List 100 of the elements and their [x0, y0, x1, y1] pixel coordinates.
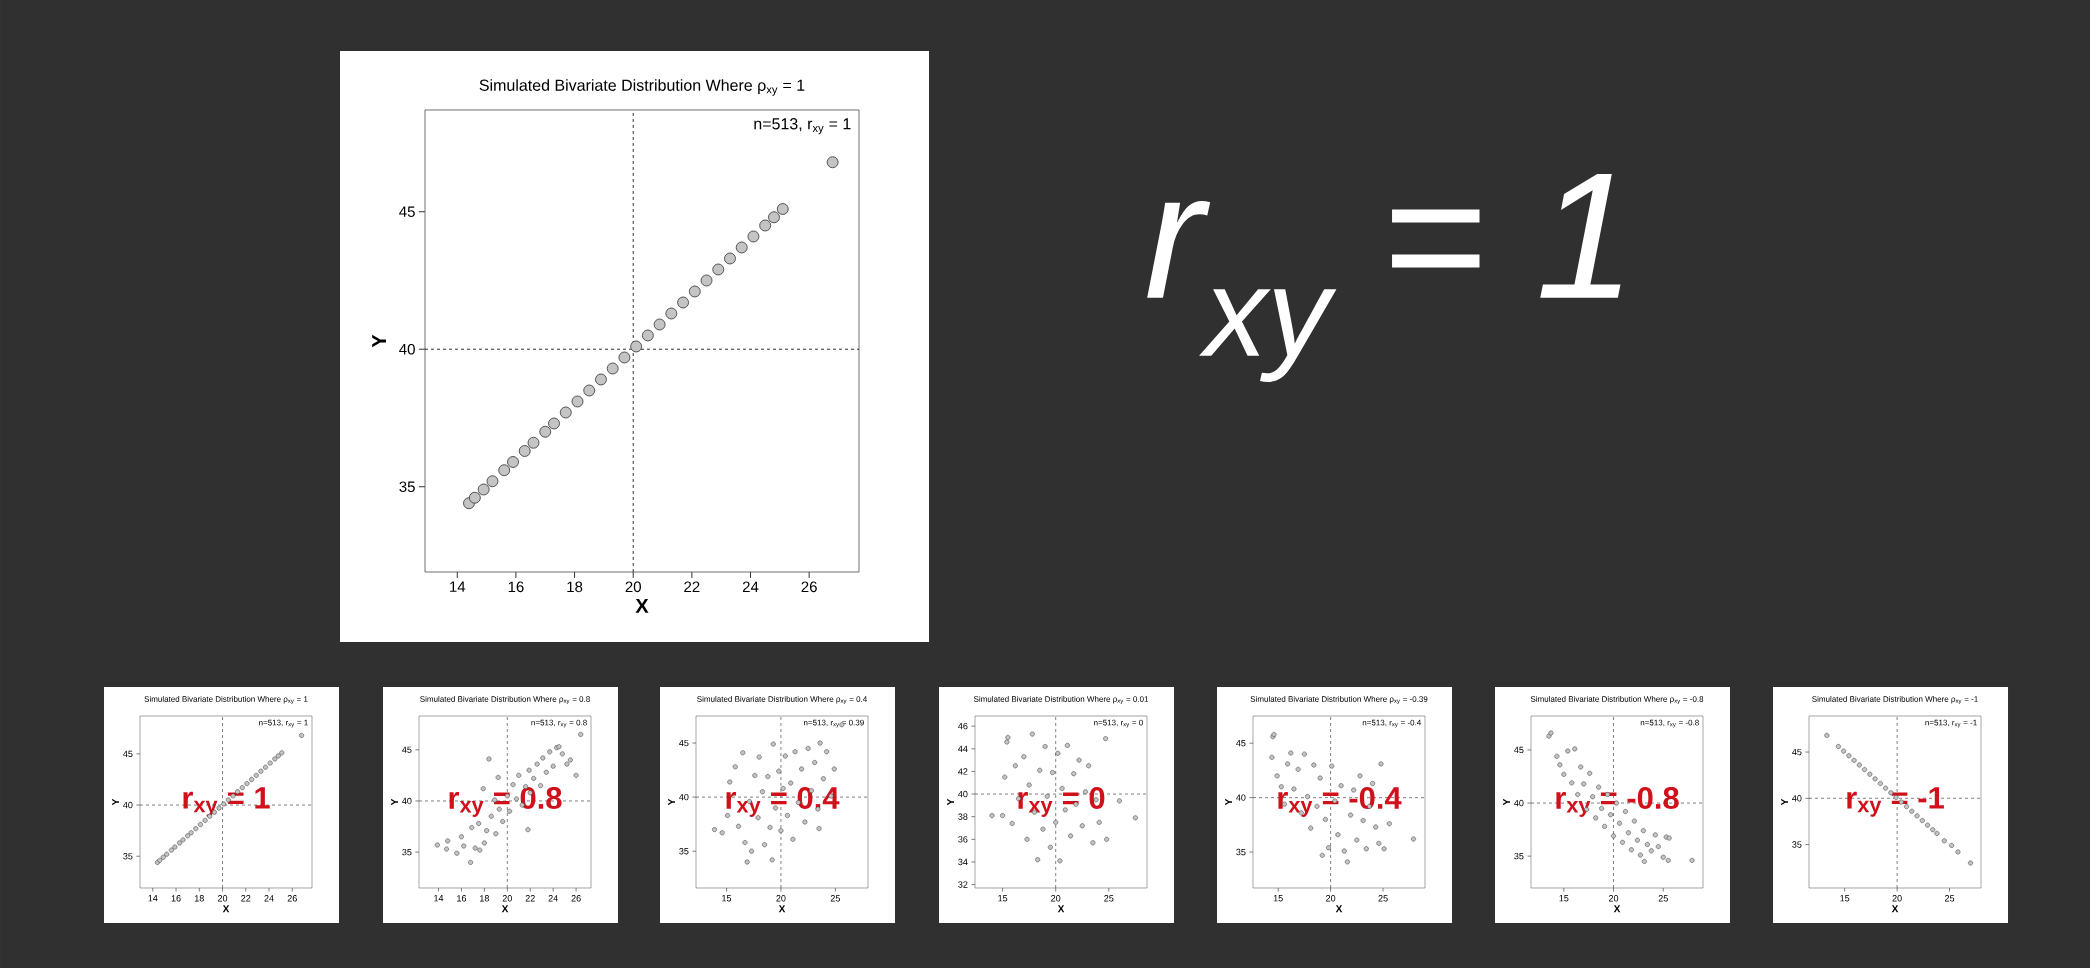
- x-tick-label: 22: [241, 895, 251, 902]
- x-tick-label: 25: [1658, 895, 1668, 902]
- chart-title: Simulated Bivariate Distribution Where ρ$_{xy}$ = -0.39: [1250, 696, 1428, 705]
- annotation: n=513, r$_{xy}$ = -1: [1925, 719, 1977, 728]
- y-tick-label: 38: [958, 813, 968, 820]
- x-tick-label: 16: [171, 895, 181, 902]
- y-tick-label: 34: [958, 858, 968, 866]
- y-tick-label: 32: [958, 881, 968, 888]
- x-tick-label: 14: [450, 581, 466, 592]
- x-tick-label: 18: [194, 895, 204, 902]
- chart-title: Simulated Bivariate Distribution Where ρ$_{xy}$ = 0.8: [420, 696, 590, 705]
- x-tick-label: 25: [1378, 895, 1388, 902]
- annotation: n=513, r$_{xy}$ = -0.8: [1640, 719, 1699, 728]
- y-tick-label: 36: [958, 836, 968, 843]
- y-tick-label: 40: [679, 793, 689, 801]
- x-axis-title: X: [501, 905, 509, 913]
- y-tick-label: 45: [399, 206, 415, 217]
- y-tick-label: 40: [399, 343, 415, 355]
- chart-title: Simulated Bivariate Distribution Where ρ$_{xy}$ = -0.8: [1530, 696, 1704, 705]
- x-tick-label: 18: [567, 581, 583, 593]
- y-axis-title: Y: [1225, 798, 1233, 806]
- x-axis-title: X: [1335, 905, 1343, 913]
- x-tick-label: 18: [480, 895, 489, 902]
- annotation: n=513, r$_{xy}$ = 0: [1094, 719, 1143, 728]
- x-tick-label: 20: [776, 895, 786, 902]
- annotation: n=513, r$_{xy}$ = 1: [754, 118, 851, 135]
- text: r$_{xy}$ = 1: [1147, 173, 1621, 382]
- chart-title: Simulated Bivariate Distribution Where ρ$_{xy}$ = 1: [479, 79, 805, 96]
- x-axis-title: X: [1891, 905, 1899, 913]
- y-tick-label: 44: [958, 745, 968, 752]
- y-tick-label: 45: [402, 746, 412, 753]
- y-tick-label: 35: [679, 848, 689, 855]
- x-tick-label: 16: [508, 581, 524, 593]
- annotation: r$_{xy}$ = 0: [1018, 787, 1105, 817]
- y-tick-label: 35: [402, 848, 412, 856]
- y-tick-label: 40: [1792, 795, 1802, 802]
- x-tick-label: 22: [525, 895, 535, 902]
- x-tick-label: 24: [264, 895, 274, 902]
- x-axis-title: X: [1057, 905, 1065, 913]
- y-axis-title: Y: [372, 334, 386, 348]
- y-tick-label: 45: [1514, 746, 1524, 754]
- x-tick-label: 15: [722, 895, 732, 902]
- y-tick-label: 35: [1792, 841, 1802, 848]
- y-tick-label: 45: [123, 750, 133, 758]
- x-axis-title: X: [222, 905, 230, 913]
- annotation: n=513, r$_{xy}$ = 1: [259, 719, 308, 728]
- x-tick-label: 26: [287, 895, 297, 902]
- y-axis-title: Y: [112, 798, 119, 806]
- x-tick-label: 20: [625, 581, 641, 593]
- x-tick-label: 20: [1892, 895, 1902, 902]
- y-axis-title: Y: [391, 798, 398, 806]
- x-axis-title: X: [778, 905, 786, 913]
- y-tick-label: 40: [402, 797, 412, 805]
- y-tick-label: 35: [1514, 852, 1524, 860]
- x-tick-label: 20: [217, 895, 228, 902]
- y-axis-title: Y: [668, 798, 675, 806]
- y-tick-label: 35: [399, 481, 415, 493]
- x-tick-label: 25: [1945, 895, 1955, 902]
- y-tick-label: 35: [123, 853, 133, 860]
- x-tick-label: 20: [1051, 895, 1061, 902]
- y-axis-title: Y: [947, 798, 955, 806]
- y-tick-label: 46: [958, 722, 968, 730]
- annotation: r$_{xy}$ = -0.4: [1278, 787, 1402, 817]
- y-tick-label: 45: [1236, 740, 1246, 747]
- y-tick-label: 45: [679, 739, 689, 747]
- x-tick-label: 16: [457, 895, 467, 902]
- x-tick-label: 14: [148, 895, 158, 902]
- y-axis-title: Y: [1781, 798, 1789, 806]
- x-axis-title: X: [635, 599, 649, 613]
- chart-title: Simulated Bivariate Distribution Where ρ$_{xy}$ = 0.01: [973, 696, 1149, 705]
- x-tick-label: 22: [684, 581, 700, 592]
- y-tick-label: 40: [1236, 794, 1246, 801]
- x-tick-label: 25: [830, 895, 840, 902]
- x-tick-label: 14: [434, 895, 444, 902]
- y-tick-label: 45: [1792, 748, 1802, 756]
- x-tick-label: 26: [571, 895, 581, 902]
- y-tick-label: 35: [1236, 848, 1246, 856]
- x-tick-label: 15: [998, 895, 1008, 902]
- y-axis-title: Y: [1503, 798, 1511, 806]
- y-tick-label: 40: [958, 790, 968, 798]
- annotation: n=513, r$_{xy}$ = -0.4: [1362, 719, 1421, 728]
- x-tick-label: 20: [1608, 895, 1619, 902]
- x-tick-label: 15: [1273, 895, 1283, 902]
- annotation: n=513, r$_{xy}$ = 0.8: [531, 719, 587, 728]
- y-tick-label: 40: [123, 801, 133, 809]
- x-tick-label: 26: [801, 581, 817, 593]
- x-tick-label: 20: [1326, 895, 1336, 902]
- x-tick-label: 20: [502, 895, 512, 902]
- chart-title: Simulated Bivariate Distribution Where ρ$_{xy}$ = -1: [1812, 696, 1978, 705]
- x-axis-title: X: [1613, 905, 1621, 913]
- x-tick-label: 24: [548, 895, 558, 902]
- x-tick-label: 15: [1559, 895, 1569, 902]
- chart-title: Simulated Bivariate Distribution Where ρ$_{xy}$ = 0.4: [697, 696, 867, 705]
- y-tick-label: 40: [1514, 799, 1524, 807]
- x-tick-label: 24: [742, 581, 759, 592]
- x-tick-label: 25: [1104, 895, 1114, 902]
- annotation: r$_{xy}$ = 0.8: [449, 787, 562, 817]
- y-tick-label: 42: [958, 768, 968, 775]
- chart-title: Simulated Bivariate Distribution Where ρ$_{xy}$ = 1: [144, 696, 308, 705]
- annotation: r$_{xy}$ = 0.4: [726, 787, 840, 817]
